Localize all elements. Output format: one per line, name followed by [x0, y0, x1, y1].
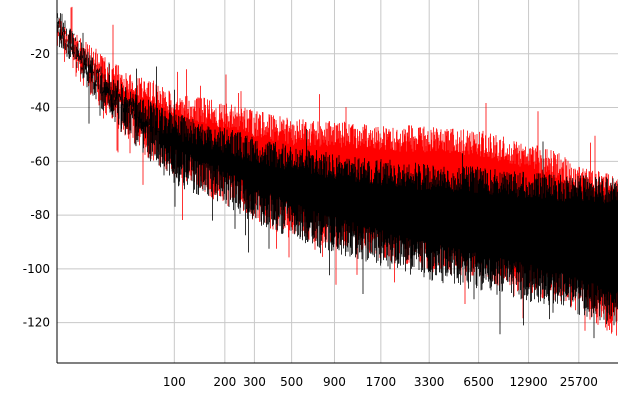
- axes: [56, 0, 618, 364]
- x-tick-label: 200: [213, 375, 236, 389]
- x-tick-label: 12900: [509, 375, 547, 389]
- series-layer: [56, 6, 618, 339]
- y-tick-label: -20: [30, 47, 50, 61]
- x-tick-label: 300: [243, 375, 266, 389]
- y-tick-label: -40: [30, 101, 50, 115]
- y-tick-label: -80: [30, 208, 50, 222]
- y-tick-label: -60: [30, 154, 50, 168]
- x-tick-label: 1700: [366, 375, 397, 389]
- y-tick-label: -120: [23, 316, 50, 330]
- x-tick-label: 500: [280, 375, 303, 389]
- y-tick-label: -100: [23, 262, 50, 276]
- x-tick-label: 900: [323, 375, 346, 389]
- x-tick-label: 6500: [463, 375, 494, 389]
- x-tick-label: 25700: [560, 375, 598, 389]
- x-tick-label: 100: [163, 375, 186, 389]
- x-tick-label: 3300: [414, 375, 445, 389]
- tick-labels: -20 -40 -60 -80 -100 -120 100 200 300 500 900 1700 3…: [23, 47, 598, 389]
